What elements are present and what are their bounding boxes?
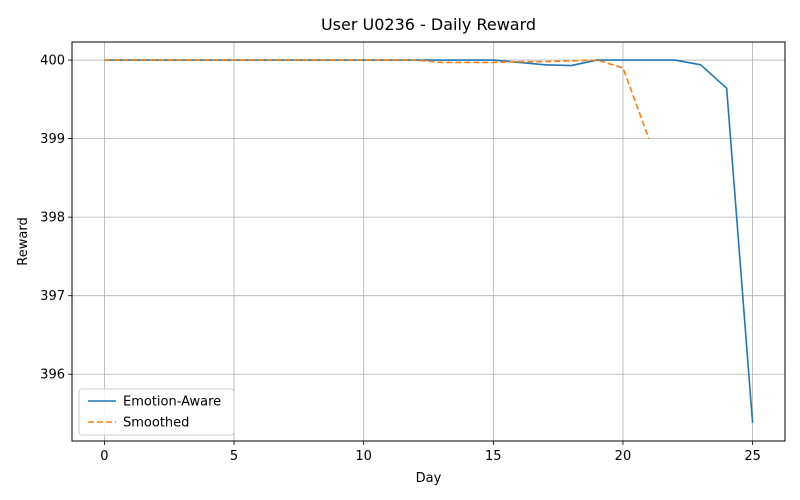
x-axis: 0 5 10 15 20 25 [100, 441, 761, 464]
legend-label: Smoothed [123, 416, 189, 431]
x-tick-label: 0 [100, 449, 108, 464]
series-line-smoothed [104, 59, 650, 139]
x-tick-label: 25 [744, 449, 761, 464]
y-tick-label: 400 [40, 54, 65, 69]
y-axis: 396 397 398 399 400 [40, 54, 72, 383]
x-tick-label: 15 [485, 449, 502, 464]
x-tick-label: 5 [230, 449, 238, 464]
y-tick-label: 398 [40, 211, 65, 226]
y-axis-label: Reward [16, 217, 31, 265]
chart-title: User U0236 - Daily Reward [321, 15, 536, 34]
y-tick-label: 397 [40, 289, 65, 304]
series-layer [104, 59, 754, 424]
x-axis-label: Day [416, 471, 442, 486]
y-tick-label: 399 [40, 132, 65, 147]
y-tick-label: 396 [40, 368, 65, 383]
legend: Emotion-Aware Smoothed [78, 388, 235, 436]
legend-box [78, 388, 235, 436]
plot-frame [71, 41, 786, 442]
x-tick-label: 10 [355, 449, 372, 464]
x-tick-label: 20 [615, 449, 632, 464]
legend-label: Emotion-Aware [123, 395, 221, 410]
